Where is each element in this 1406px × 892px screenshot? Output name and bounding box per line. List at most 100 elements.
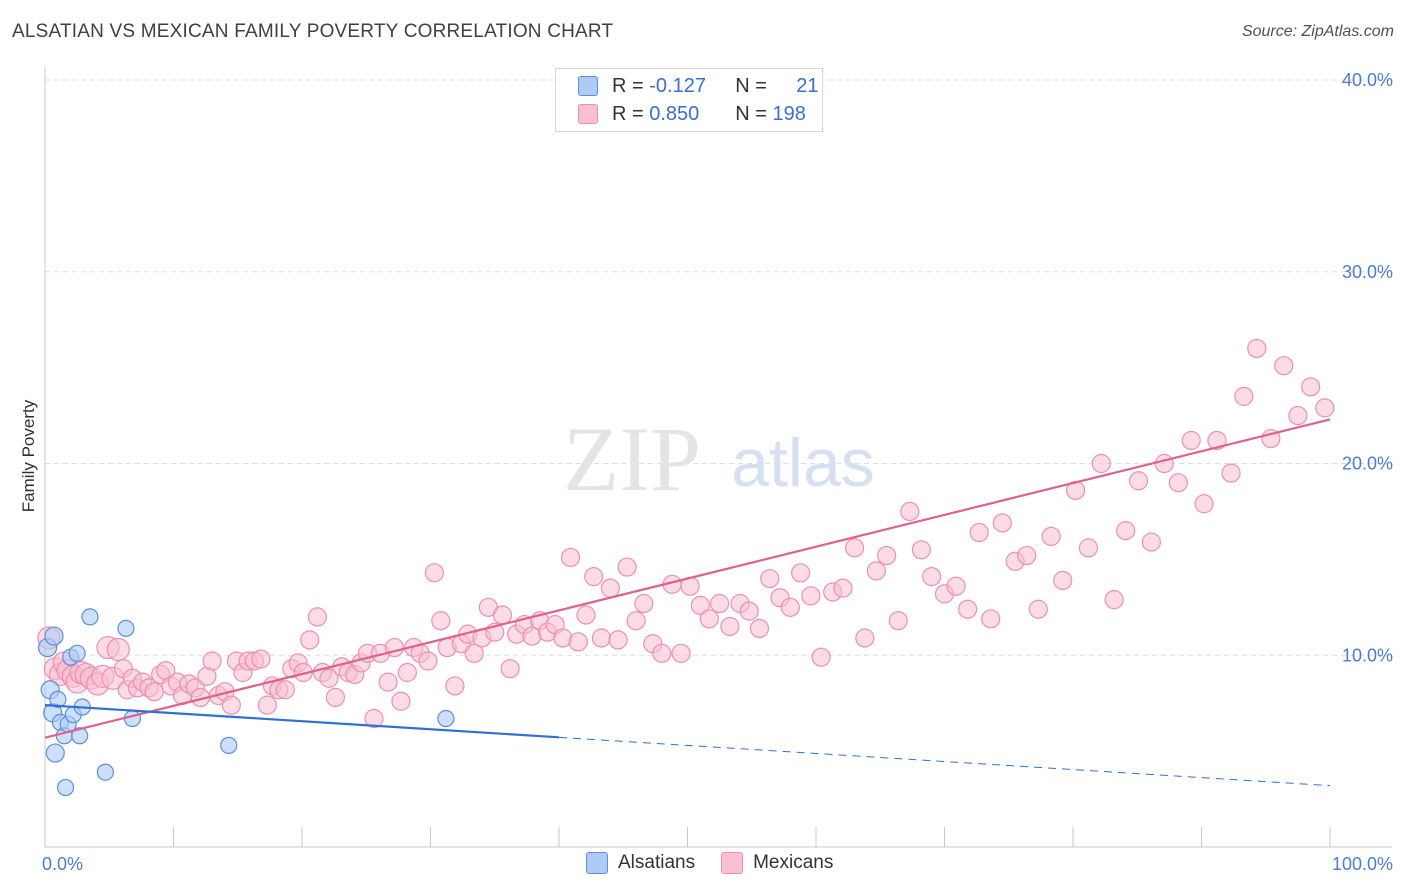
mexican-point xyxy=(1128,471,1149,491)
legend-n-value: 198 xyxy=(772,102,806,125)
y-tick-label: 10.0% xyxy=(1342,645,1393,665)
mexican-point xyxy=(811,647,831,667)
gridlines xyxy=(45,79,1392,656)
mexican-point xyxy=(591,628,612,648)
mexican-point xyxy=(855,628,875,648)
legend-item-mexicans: Mexicans xyxy=(721,852,833,874)
alsatian-trend-line xyxy=(44,704,560,739)
mexican-point xyxy=(1154,453,1174,474)
mexican-point xyxy=(946,576,966,596)
alsatian-swatch xyxy=(578,76,598,96)
legend-r-value: 0.850 xyxy=(649,102,700,125)
mexican-point xyxy=(1288,405,1308,426)
legend-r-label: R = xyxy=(612,102,650,125)
alsatian-point xyxy=(56,778,75,797)
x-tick-label: 100.0% xyxy=(1332,854,1393,874)
mexican-point xyxy=(1091,453,1111,474)
mexican-point xyxy=(1234,386,1254,406)
mexican-point xyxy=(144,682,164,702)
y-tick-label: 30.0% xyxy=(1342,262,1393,282)
alsatian-point xyxy=(45,743,65,763)
mexican-point xyxy=(1221,463,1241,483)
mexican-point xyxy=(106,637,130,662)
mexican-point xyxy=(888,611,908,631)
mexican-point xyxy=(1194,494,1214,514)
alsatian-point xyxy=(437,709,455,728)
mexican-swatch xyxy=(578,104,598,124)
mexican-point xyxy=(634,593,654,614)
legend-label-mexicans: Mexicans xyxy=(753,852,834,873)
mexican-point xyxy=(325,687,346,708)
series-legend: Alsatians Mexicans xyxy=(586,852,859,874)
legend-row-mexicans: R = 0.850 N = 198 xyxy=(578,101,819,127)
mexican-point xyxy=(699,609,719,629)
mexican-point xyxy=(790,563,811,583)
legend-n-label: N = xyxy=(735,102,773,125)
mexican-point xyxy=(780,597,800,617)
mexican-point xyxy=(364,708,384,729)
y-tick-label: 40.0% xyxy=(1342,70,1393,90)
legend-r-label: R = xyxy=(612,74,650,97)
mexican-point xyxy=(202,651,222,671)
legend-row-alsatians: R = -0.127 N = 21 xyxy=(578,73,819,99)
alsatian-point xyxy=(68,644,86,662)
mexican-point xyxy=(866,561,886,581)
mexican-point xyxy=(492,605,513,625)
mexican-point xyxy=(275,680,295,700)
alsatian-point xyxy=(71,727,89,745)
chart-title: ALSATIAN VS MEXICAN FAMILY POVERTY CORRE… xyxy=(12,21,614,42)
mexican-point xyxy=(500,659,520,679)
mexican-point xyxy=(424,563,444,583)
watermark-zip: ZIP xyxy=(563,408,701,510)
alsatian-point xyxy=(96,763,114,781)
mexican-point xyxy=(877,545,897,566)
x-tick-label: 0.0% xyxy=(42,854,83,874)
mexican-point xyxy=(981,609,1001,629)
x-tick-labels: 0.0% 100.0% xyxy=(42,854,1393,874)
y-axis-title: Family Poverty xyxy=(19,399,38,512)
mexican-point xyxy=(251,649,271,669)
alsatian-point xyxy=(117,619,135,638)
mexican-point xyxy=(584,567,604,587)
mexican-point xyxy=(801,586,821,606)
mexican-point xyxy=(969,522,989,543)
mexican-point xyxy=(221,695,241,715)
watermark: ZIP atlas xyxy=(563,408,875,510)
alsatian-legend-swatch xyxy=(586,852,608,874)
mexican-point xyxy=(576,605,596,625)
mexican-point xyxy=(1017,545,1037,566)
mexican-point xyxy=(760,568,780,589)
mexican-point xyxy=(300,630,320,650)
mexican-point xyxy=(464,643,484,663)
mexican-point xyxy=(1104,590,1124,610)
mexican-point xyxy=(844,538,865,558)
mexican-point xyxy=(1078,538,1099,558)
mexican-point xyxy=(257,695,277,715)
alsatian-point xyxy=(44,626,64,646)
mexican-point xyxy=(391,691,411,711)
legend-label-alsatians: Alsatians xyxy=(618,852,696,873)
mexican-point xyxy=(560,547,581,568)
source-label: Source: ZipAtlas.com xyxy=(1241,23,1394,40)
mexican-point xyxy=(600,578,621,598)
mexican-point xyxy=(992,513,1012,533)
mexican-point xyxy=(739,601,759,621)
mexican-trend-line xyxy=(44,418,1331,739)
mexican-points xyxy=(37,338,1335,729)
mexican-point xyxy=(608,630,628,650)
mexican-point xyxy=(911,540,931,560)
mexican-point xyxy=(690,595,710,615)
mexican-point xyxy=(833,578,853,598)
mexican-point xyxy=(378,672,398,692)
mexican-point xyxy=(307,607,328,627)
mexican-point xyxy=(710,593,730,614)
mexican-point xyxy=(1207,430,1227,451)
mexican-point xyxy=(568,632,588,652)
correlation-legend: R = -0.127 N = 21 R = 0.850 N = 198 xyxy=(555,68,823,132)
alsatian-point xyxy=(49,690,67,708)
mexican-legend-swatch xyxy=(721,852,744,874)
alsatian-point xyxy=(81,608,99,626)
mexican-point xyxy=(671,643,691,663)
mexican-point xyxy=(1315,398,1335,418)
legend-n-value: 21 xyxy=(796,74,819,97)
